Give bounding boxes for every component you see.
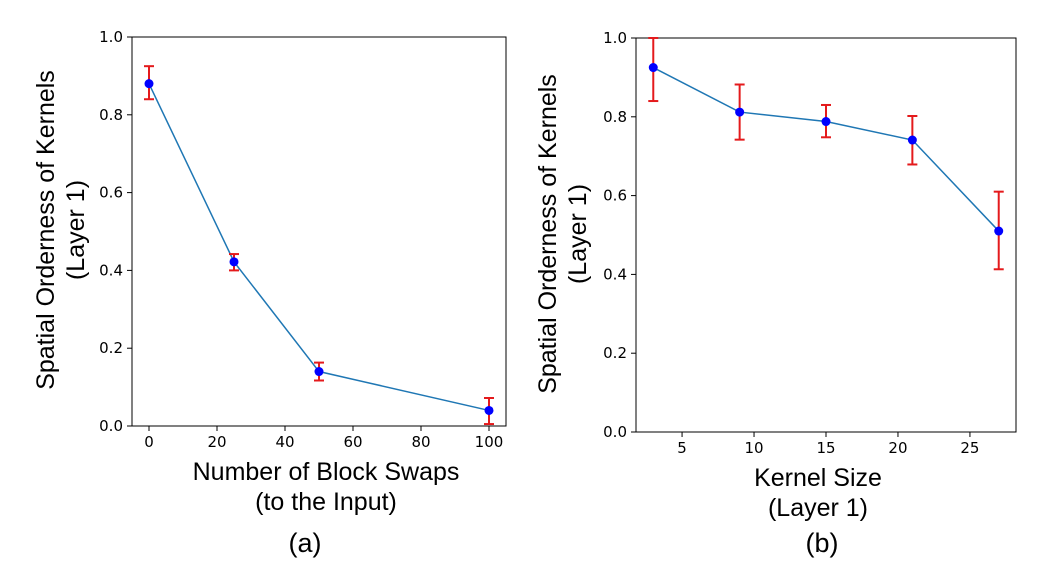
panel-b-y-axis-title-line1: Spatial Orderness of Kernels — [534, 74, 562, 394]
panel-a-data-point — [229, 257, 239, 267]
panel-a-x-tick-label: 0 — [144, 433, 154, 451]
panel-a-x-tick-label: 60 — [343, 433, 362, 451]
panel-a-x-tick-label: 80 — [411, 433, 430, 451]
panel-b: 0.0 0.2 0.4 0.6 0.8 1.0 5 10 15 20 25 Spatial Ord… — [534, 29, 1017, 558]
panel-a-y-tick-label: 0.0 — [99, 417, 123, 435]
panel-b-series-line — [652, 66, 1000, 232]
panel-a-data-point — [484, 405, 494, 415]
panel-b-x-tick-label: 25 — [960, 439, 979, 457]
panel-b-data-point — [994, 226, 1004, 236]
panel-a-x-axis-title-line1: Number of Block Swaps — [193, 458, 460, 486]
panel-b-data-point — [907, 135, 917, 145]
panel-a-y-tick-labels: 0.0 0.2 0.4 0.6 0.8 1.0 — [99, 28, 123, 435]
panel-b-x-tick-label: 15 — [816, 439, 835, 457]
panel-b-y-tick-label: 0.6 — [603, 187, 627, 205]
panel-a-axes-frame — [131, 36, 507, 427]
panel-b-x-tick-labels: 5 10 15 20 25 — [677, 439, 979, 457]
panel-a: 0.0 0.2 0.4 0.6 0.8 1.0 0 20 40 60 80 100 Spatial … — [32, 28, 507, 558]
panel-a-data-point — [314, 367, 324, 377]
panel-a-y-tick-label: 0.2 — [99, 339, 123, 357]
panel-a-data-point — [144, 79, 154, 89]
panel-b-x-tick-label: 10 — [744, 439, 763, 457]
panel-b-x-tick-label: 5 — [677, 439, 687, 457]
panel-a-series-line — [148, 83, 490, 412]
panel-b-marks — [631, 37, 1017, 437]
panel-a-y-axis-title-line1: Spatial Orderness of Kernels — [32, 70, 60, 390]
panel-b-data-point — [735, 107, 745, 117]
panel-b-label: (b) — [806, 528, 839, 558]
panel-a-x-tick-label: 100 — [475, 433, 504, 451]
panel-a-y-axis-title-line2: (Layer 1) — [62, 180, 90, 280]
panel-a-y-tick-label: 0.4 — [99, 261, 123, 279]
panel-b-y-tick-label: 0.4 — [603, 265, 627, 283]
panel-b-x-tick-label: 20 — [888, 439, 907, 457]
panel-b-axes-frame — [635, 37, 1017, 433]
panel-b-y-tick-label: 0.0 — [603, 423, 627, 441]
panel-b-x-axis-title-line2: (Layer 1) — [768, 494, 868, 522]
panel-a-label: (a) — [289, 528, 322, 558]
panel-a-y-tick-label: 0.8 — [99, 106, 123, 124]
panel-b-y-tick-label: 0.8 — [603, 108, 627, 126]
panel-b-y-tick-labels: 0.0 0.2 0.4 0.6 0.8 1.0 — [603, 29, 627, 441]
panel-b-x-axis-title-line1: Kernel Size — [754, 464, 882, 492]
panel-b-data-point — [648, 63, 658, 73]
panel-a-x-tick-label: 20 — [207, 433, 226, 451]
panel-a-x-axis-title-line2: (to the Input) — [255, 488, 397, 516]
panel-b-data-point — [821, 117, 831, 127]
panel-b-y-tick-label: 0.2 — [603, 344, 627, 362]
panel-a-marks — [127, 36, 507, 431]
panel-a-y-tick-label: 1.0 — [99, 28, 123, 46]
panel-a-x-tick-labels: 0 20 40 60 80 100 — [144, 433, 503, 451]
panel-b-y-axis-title-line2: (Layer 1) — [564, 184, 592, 284]
panel-b-y-tick-label: 1.0 — [603, 29, 627, 47]
panel-a-y-tick-label: 0.6 — [99, 184, 123, 202]
panel-a-x-tick-label: 40 — [275, 433, 294, 451]
